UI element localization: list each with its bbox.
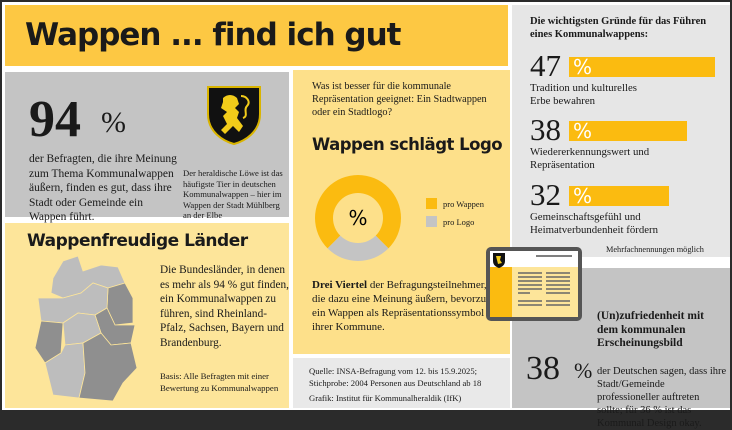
hero-text: der Befragten, die ihre Meinung zum Them… <box>29 153 177 223</box>
reason-bar: % <box>569 184 669 208</box>
unzufriedenheit-text: der Deutschen sagen, dass ihre Stadt/Gem… <box>597 366 727 429</box>
legend-swatch-logo <box>426 216 437 227</box>
laender-heading: Wappenfreudige Länder <box>27 231 248 251</box>
hero-value: 94 <box>29 91 81 148</box>
bar-unit: % <box>573 184 593 208</box>
summary-text: der Befragungsteilnehmer, die dazu eine … <box>312 279 502 333</box>
unzufriedenheit-heading: (Un)zufriedenheit mit dem kommunalen Ers… <box>597 310 704 349</box>
reason-value: 38 <box>530 112 561 147</box>
hero-stat-panel: 94 % der Befragten, die ihre Meinung zum… <box>5 72 289 223</box>
reason-value: 47 <box>530 48 561 83</box>
reason-label: Tradition und kulturelles Erbe bewahren <box>530 82 637 107</box>
reason-label: Gemeinschaftsgefühl und Heimatverbundenh… <box>530 211 659 236</box>
tablet-icon <box>486 247 582 321</box>
laender-basis: Basis: Alle Befragten mit einer Bewertun… <box>160 371 279 393</box>
legend-label: pro Wappen <box>443 198 484 209</box>
logo-heading: Wappen schlägt Logo <box>312 135 503 154</box>
reason-item: 47 % Tradition und kulturelles Erbe bewa… <box>530 48 715 108</box>
reason-bar: % <box>569 55 715 79</box>
reason-item: 38 % Wiedererkennungswert und Repräsenta… <box>530 112 687 172</box>
reason-bar: % <box>569 119 687 143</box>
source-panel: Quelle: INSA-Befragung vom 12. bis 15.9.… <box>293 358 510 408</box>
map-bayern <box>78 332 138 402</box>
legend-item: pro Wappen <box>426 198 484 209</box>
summary-bold: Drei Viertel <box>312 279 368 291</box>
bar-unit: % <box>573 55 593 79</box>
reason-label: Wiedererkennungswert und Repräsentation <box>530 146 650 171</box>
donut-center-label: % <box>348 206 367 230</box>
donut-slice-logo <box>327 235 389 261</box>
credit-line: Grafik: Institut für Kommunalheraldik (I… <box>309 393 462 403</box>
unzufriedenheit-value: 38 <box>526 350 560 387</box>
title-banner: Wappen ... find ich gut <box>5 5 508 66</box>
logo-summary: Drei Viertel der Befragungsteilnehmer, d… <box>312 278 502 334</box>
legend-label: pro Logo <box>443 216 475 227</box>
wappen-vs-logo-panel: Was ist besser für die kommunale Repräse… <box>293 70 510 354</box>
legend-item: pro Logo <box>426 216 474 227</box>
gruende-heading: Die wichtigsten Gründe für das Führen ei… <box>530 16 707 40</box>
sample-line: Stichprobe: 2004 Personen aus Deutschlan… <box>309 378 482 388</box>
germany-map <box>34 255 138 402</box>
page-title: Wappen ... find ich gut <box>25 17 402 53</box>
source-line: Quelle: INSA-Befragung vom 12. bis 15.9.… <box>309 366 478 376</box>
hero-unit: % <box>101 106 126 139</box>
unzufriedenheit-panel: (Un)zufriedenheit mit dem kommunalen Ers… <box>512 268 730 429</box>
bar-unit: % <box>573 119 593 143</box>
laender-panel: Wappenfreudige Länder Die Bundesländer, … <box>5 223 289 408</box>
lion-caption: Der heraldische Löwe ist das häufigste T… <box>183 168 283 220</box>
question-text: Was ist besser für die kommunale Repräse… <box>312 81 487 118</box>
donut-slice-wappen <box>315 175 401 249</box>
unzufriedenheit-unit: % <box>574 358 593 383</box>
reason-value: 32 <box>530 177 561 212</box>
gruende-note: Mehrfachnennungen möglich <box>606 245 704 254</box>
gruende-panel: Die wichtigsten Gründe für das Führen ei… <box>512 5 730 257</box>
coat-of-arms-lion-icon <box>207 86 261 146</box>
legend-swatch-wappen <box>426 198 437 209</box>
laender-text: Die Bundesländer, in denen es mehr als 9… <box>160 264 289 349</box>
donut-chart: % <box>315 175 401 261</box>
reason-item: 32 % Gemeinschaftsgefühl und Heimatverbu… <box>530 177 710 237</box>
